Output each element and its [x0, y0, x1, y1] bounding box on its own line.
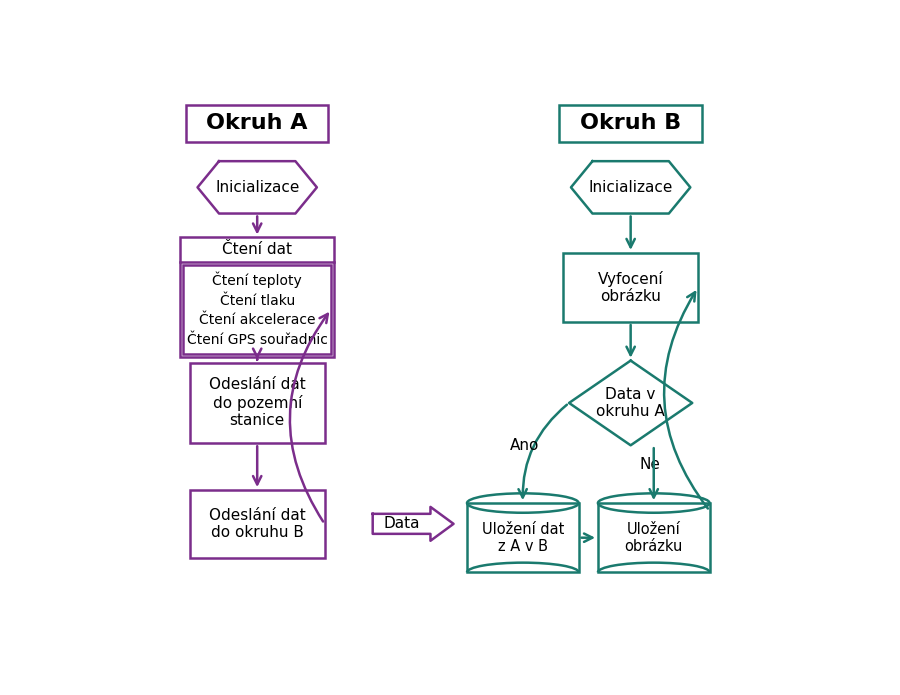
Bar [184, 265, 331, 354]
Text: Data: Data [383, 516, 419, 532]
Text: Data v
okruhu A: Data v okruhu A [597, 386, 665, 419]
Bar [180, 238, 334, 357]
Text: Uložení dat
z A v B: Uložení dat z A v B [482, 521, 564, 554]
Bar [186, 105, 328, 142]
Text: Uložení
obrázku: Uložení obrázku [625, 521, 683, 554]
Bar [190, 363, 325, 443]
Text: Odeslání dat
do pozemní
stanice: Odeslání dat do pozemní stanice [209, 377, 306, 428]
Text: Odeslání dat
do okruhu B: Odeslání dat do okruhu B [209, 507, 306, 540]
Text: Vyfocení
obrázku: Vyfocení obrázku [598, 271, 663, 304]
Text: Čtení teploty
Čtení tlaku
Čtení akcelerace
Čtení GPS souřadnic: Čtení teploty Čtení tlaku Čtení akcelera… [187, 272, 328, 347]
Text: Ano: Ano [509, 438, 539, 453]
Bar [467, 503, 579, 573]
Bar [598, 503, 709, 573]
Text: Okruh B: Okruh B [580, 113, 681, 133]
Bar [563, 253, 698, 322]
Text: Inicializace: Inicializace [589, 180, 673, 195]
Text: Ne: Ne [640, 457, 661, 472]
Bar [560, 105, 702, 142]
Text: Okruh A: Okruh A [206, 113, 308, 133]
Text: Inicializace: Inicializace [215, 180, 300, 195]
Bar [190, 490, 325, 557]
Text: Čtení dat: Čtení dat [222, 243, 292, 257]
